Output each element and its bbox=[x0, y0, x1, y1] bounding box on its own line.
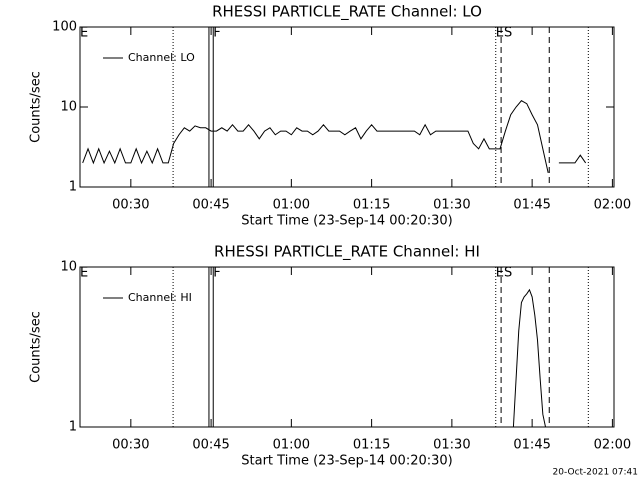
x-tick-label: 01:30 bbox=[433, 198, 470, 213]
x-tick-label: 02:00 bbox=[594, 198, 631, 213]
time-marker-label: F bbox=[213, 266, 220, 281]
footer: 20-Oct-2021 07:41 bbox=[553, 468, 638, 478]
x-tick-label: 01:00 bbox=[273, 438, 310, 453]
chart-title: RHESSI PARTICLE_RATE Channel: LO bbox=[212, 3, 482, 22]
x-tick-label: 00:30 bbox=[112, 438, 149, 453]
y-axis-label: Counts/sec bbox=[29, 311, 44, 383]
x-tick-label: 01:45 bbox=[513, 198, 550, 213]
time-marker-label: E bbox=[80, 266, 88, 281]
y-tick-label: 10 bbox=[60, 100, 77, 115]
y-axis-label: Counts/sec bbox=[29, 71, 44, 143]
data-line bbox=[512, 288, 547, 428]
y-tick-label: 1 bbox=[69, 420, 77, 435]
y-tick-label: 10 bbox=[60, 260, 77, 275]
legend-label: Channel: LO bbox=[128, 51, 195, 64]
x-axis-label: Start Time (23-Sep-14 00:20:30) bbox=[241, 214, 452, 229]
x-tick-label: 00:30 bbox=[112, 198, 149, 213]
legend-label: Channel: HI bbox=[128, 291, 192, 304]
x-tick-label: 01:00 bbox=[273, 198, 310, 213]
x-axis-label: Start Time (23-Sep-14 00:20:30) bbox=[241, 454, 452, 469]
x-tick-label: 01:15 bbox=[353, 198, 390, 213]
time-marker-label: F bbox=[213, 26, 220, 41]
time-marker-label: ES bbox=[496, 26, 512, 41]
x-tick-label: 01:15 bbox=[353, 438, 390, 453]
x-tick-label: 00:45 bbox=[192, 438, 229, 453]
chart-title: RHESSI PARTICLE_RATE Channel: HI bbox=[214, 243, 480, 262]
x-tick-label: 01:45 bbox=[513, 438, 550, 453]
time-marker-label: ES bbox=[496, 266, 512, 281]
x-tick-label: 01:30 bbox=[433, 438, 470, 453]
x-tick-label: 02:00 bbox=[594, 438, 631, 453]
y-tick-label: 100 bbox=[52, 20, 77, 35]
time-marker-label: E bbox=[80, 26, 88, 41]
x-tick-label: 00:45 bbox=[192, 198, 229, 213]
data-line bbox=[82, 100, 587, 174]
plot-frame bbox=[79, 266, 615, 428]
y-tick-label: 1 bbox=[69, 180, 77, 195]
